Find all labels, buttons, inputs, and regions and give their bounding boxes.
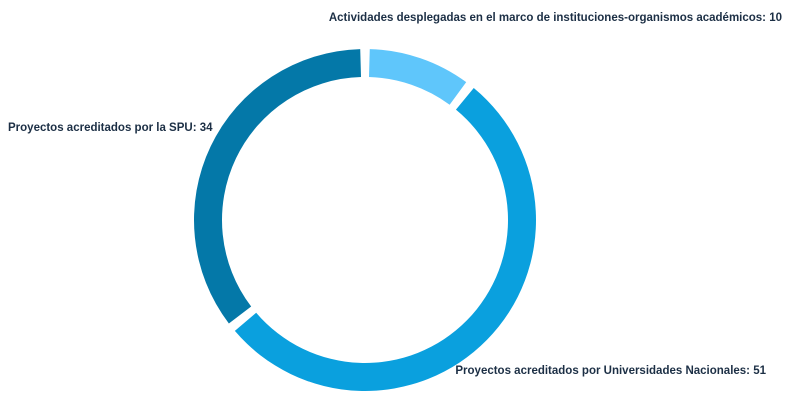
slice-label-actividades: Actividades desplegadas en el marco de i… [329, 12, 782, 24]
donut-slice-0 [368, 49, 467, 105]
donut-slices [194, 49, 536, 391]
donut-slice-1 [234, 88, 536, 391]
donut-slice-2 [194, 49, 362, 324]
slice-label-spu: Proyectos acreditados por la SPU: 34 [8, 122, 213, 134]
slice-label-universidades: Proyectos acreditados por Universidades … [455, 365, 766, 377]
